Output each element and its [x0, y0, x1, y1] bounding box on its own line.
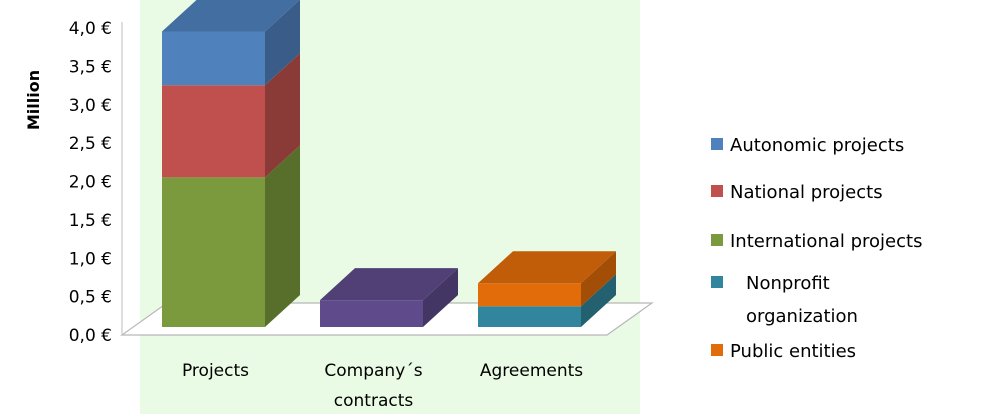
- y-tick-label: 4,0 €: [69, 19, 112, 39]
- bar-side: [581, 274, 616, 327]
- x-tick-label: Projects: [182, 361, 249, 381]
- legend-label: Public entities: [730, 341, 856, 362]
- legend-swatch: [711, 138, 723, 150]
- y-tick-label: 1,5 €: [69, 211, 112, 231]
- y-tick-label: 2,5 €: [69, 134, 112, 154]
- bar-top: [162, 0, 300, 32]
- y-tick-label: 2,0 €: [69, 173, 112, 193]
- bar-front: [162, 31, 265, 86]
- bar-front: [478, 306, 581, 327]
- y-tick-label: 0,0 €: [69, 326, 112, 346]
- legend-swatch: [711, 234, 723, 246]
- legend-swatch: [711, 344, 723, 356]
- y-tick-label: 3,5 €: [69, 57, 112, 77]
- legend-label: organization: [746, 306, 858, 327]
- bar-side: [581, 251, 616, 307]
- bar-top: [478, 251, 616, 284]
- x-tick-label: Agreements: [480, 361, 583, 381]
- bar-top: [320, 268, 458, 301]
- bar-side: [265, 53, 300, 178]
- y-tick-label: 3,0 €: [69, 96, 112, 116]
- legend-label: Autonomic projects: [730, 135, 904, 156]
- bar-side: [265, 145, 300, 327]
- x-tick-label: Company´s: [324, 361, 422, 381]
- bar-side: [423, 268, 458, 327]
- legend-label: National projects: [730, 182, 883, 203]
- legend-swatch: [711, 276, 723, 288]
- bar-front: [320, 300, 423, 327]
- x-tick-label: contracts: [334, 391, 414, 411]
- y-tick-label: 1,0 €: [69, 249, 112, 269]
- legend-label: International projects: [730, 231, 922, 252]
- y-axis-label: Million: [24, 70, 43, 130]
- bar-front: [162, 177, 265, 327]
- bar-front: [478, 283, 581, 307]
- bar-side: [265, 0, 300, 86]
- legend-label: Nonprofit: [746, 273, 830, 294]
- legend-swatch: [711, 185, 723, 197]
- bar-front: [162, 85, 265, 178]
- y-tick-label: 0,5 €: [69, 288, 112, 308]
